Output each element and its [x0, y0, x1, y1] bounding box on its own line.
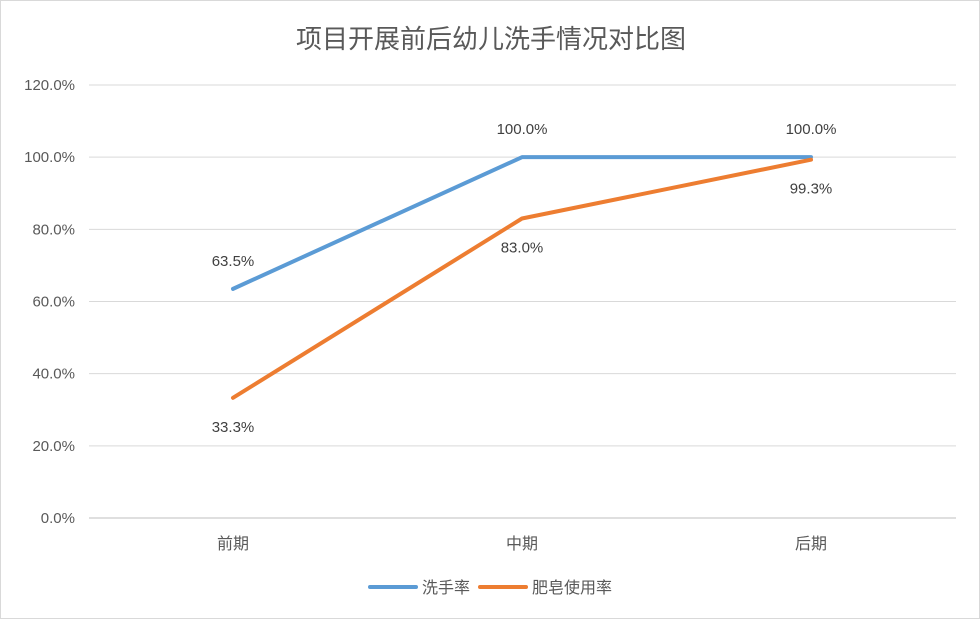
- data-label: 100.0%: [497, 121, 548, 138]
- x-axis-category-labels: 前期 中期 后期: [217, 534, 827, 553]
- data-label: 100.0%: [786, 121, 837, 138]
- legend-label: 肥皂使用率: [532, 578, 612, 597]
- y-tick-label: 40.0%: [32, 366, 75, 383]
- data-label: 83.0%: [501, 240, 544, 257]
- x-category-label: 中期: [506, 534, 538, 553]
- data-label: 33.3%: [212, 419, 255, 436]
- grid-lines: [89, 84, 956, 519]
- y-tick-label: 60.0%: [32, 294, 75, 311]
- data-labels: 63.5% 100.0% 100.0% 33.3% 83.0% 99.3%: [212, 121, 837, 436]
- y-tick-label: 20.0%: [32, 438, 75, 455]
- y-axis-tick-labels: 0.0% 20.0% 40.0% 60.0% 80.0% 100.0% 120.0%: [24, 77, 75, 527]
- series-line-1: [231, 157, 813, 400]
- series-line-0: [231, 155, 813, 291]
- data-label: 99.3%: [790, 181, 833, 198]
- x-category-label: 前期: [217, 534, 249, 553]
- y-tick-label: 100.0%: [24, 149, 75, 166]
- chart-title: 项目开展前后幼儿洗手情况对比图: [296, 25, 686, 55]
- legend: 洗手率 肥皂使用率: [368, 578, 612, 597]
- y-tick-label: 120.0%: [24, 77, 75, 94]
- series-lines: [231, 155, 813, 400]
- x-category-label: 后期: [795, 534, 827, 553]
- y-tick-label: 0.0%: [41, 510, 75, 527]
- y-tick-label: 80.0%: [32, 221, 75, 238]
- legend-label: 洗手率: [422, 578, 470, 597]
- data-label: 63.5%: [212, 253, 255, 270]
